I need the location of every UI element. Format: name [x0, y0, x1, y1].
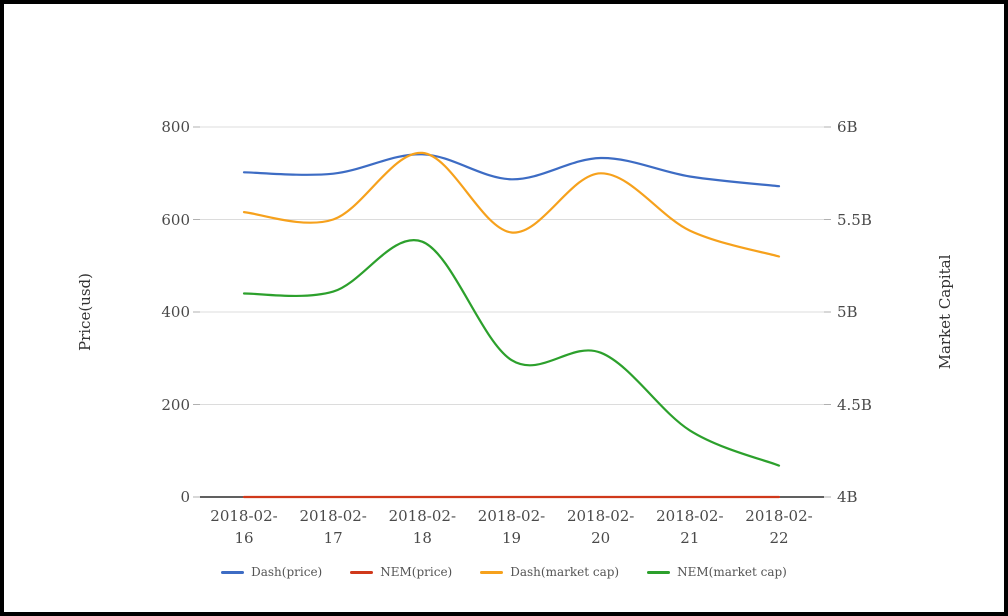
x-axis-tick: 2018-02- 22: [745, 507, 813, 547]
left-axis-tick: 600: [161, 210, 190, 229]
series-line-dash-price-[interactable]: [242, 153, 781, 188]
series-line-dash-market-cap-[interactable]: [242, 151, 781, 258]
legend: Dash(price) NEM(price) Dash(market cap) NEM…: [4, 565, 1004, 579]
legend-item[interactable]: Dash(price): [221, 565, 322, 579]
right-axis-tick: 5B: [837, 303, 858, 321]
legend-line-swatch-icon: [221, 570, 245, 574]
line-chart-canvas[interactable]: [4, 4, 1008, 616]
right-axis-tick: 4.5B: [837, 395, 872, 414]
x-axis-tick: 2018-02- 21: [656, 507, 724, 547]
legend-label: Dash(market cap): [510, 565, 620, 579]
x-axis-tick: 2018-02- 16: [210, 507, 278, 547]
x-axis-tick: 2018-02- 18: [388, 507, 457, 547]
right-axis-title: Market Capital: [936, 254, 954, 370]
legend-item[interactable]: NEM(price): [350, 565, 452, 579]
left-axis-tick: 800: [161, 118, 190, 136]
left-axis-tick: 200: [161, 395, 190, 414]
x-axis-tick: 2018-02- 19: [477, 507, 546, 547]
x-axis-tick: 2018-02- 20: [566, 507, 635, 547]
right-axis-tick: 4B: [837, 488, 858, 506]
right-axis-tick: 5.5B: [837, 210, 872, 229]
left-axis-tick: 400: [161, 303, 190, 321]
series-line-nem-market-cap-[interactable]: [242, 239, 781, 467]
legend-label: NEM(market cap): [677, 565, 787, 579]
legend-line-swatch-icon: [480, 570, 504, 574]
x-axis-tick: 2018-02- 17: [299, 507, 367, 547]
left-axis-title: Price(usd): [76, 272, 94, 352]
legend-line-swatch-icon: [647, 570, 671, 574]
legend-line-swatch-icon: [350, 570, 374, 574]
left-axis-tick: 0: [180, 488, 190, 506]
legend-item[interactable]: NEM(market cap): [647, 565, 787, 579]
legend-label: Dash(price): [251, 565, 323, 579]
legend-label: NEM(price): [380, 565, 453, 579]
right-axis-tick: 6B: [837, 118, 858, 136]
legend-item[interactable]: Dash(market cap): [480, 565, 619, 579]
